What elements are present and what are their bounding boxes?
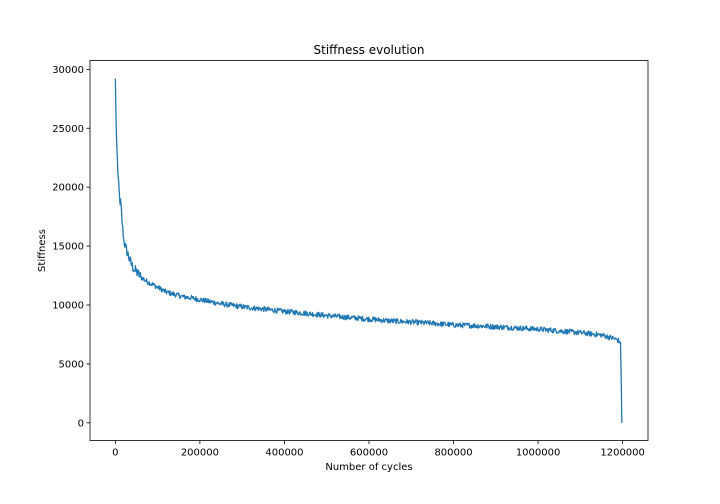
series-layer (114, 78, 623, 423)
y-axis: 0 5000 10000 15000 20000 25000 30000 (52, 65, 90, 429)
x-tick-label: 1000000 (516, 448, 561, 459)
plot-area (90, 60, 648, 441)
x-tick-label: 1200000 (600, 448, 645, 459)
x-tick-label: 600000 (350, 448, 388, 459)
y-tick-label: 5000 (59, 359, 84, 370)
x-axis: 0 200000 400000 600000 800000 1000000 1200000 (112, 440, 645, 459)
x-tick-label: 200000 (181, 448, 219, 459)
series-line-0 (114, 78, 623, 423)
x-tick-label: 400000 (265, 448, 303, 459)
y-tick-label: 20000 (52, 183, 84, 194)
y-axis-label: Stiffness (37, 229, 48, 272)
y-tick-label: 25000 (52, 124, 84, 135)
x-tick-label: 0 (112, 448, 118, 459)
y-tick-label: 0 (78, 418, 84, 429)
y-tick-label: 10000 (52, 300, 84, 311)
chart-title: Stiffness evolution (314, 43, 425, 57)
y-tick-label: 30000 (52, 65, 84, 76)
x-axis-label: Number of cycles (325, 462, 412, 473)
y-tick-label: 15000 (52, 242, 84, 253)
x-tick-label: 800000 (434, 448, 472, 459)
